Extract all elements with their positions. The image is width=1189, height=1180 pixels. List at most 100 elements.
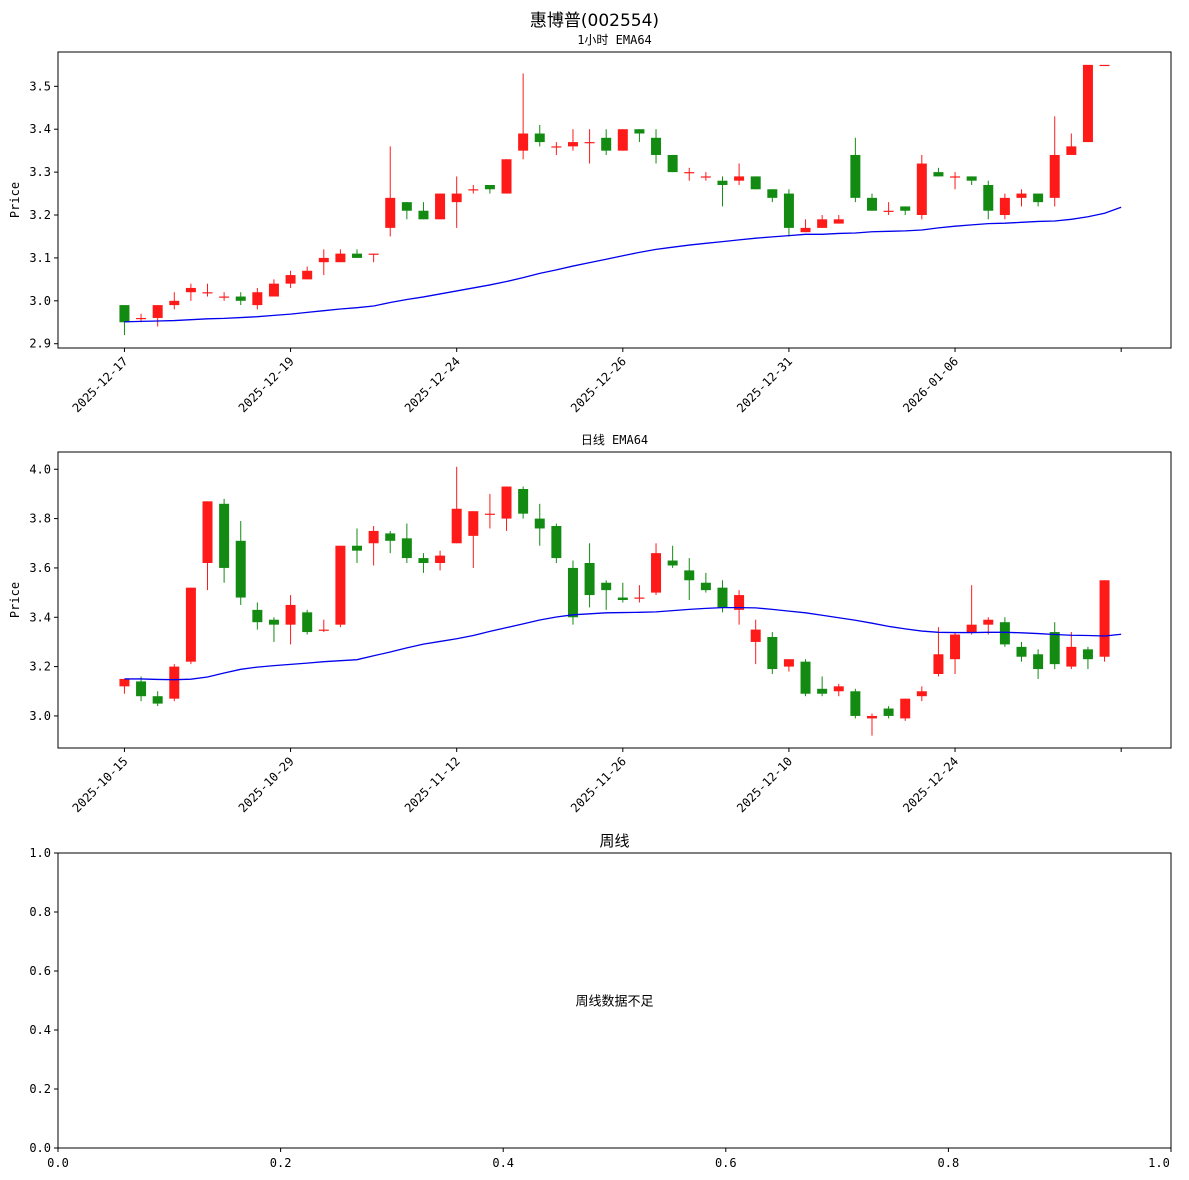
y-axis-label: Price <box>8 582 22 618</box>
y-tick-label: 3.1 <box>29 251 51 265</box>
candle-body <box>185 587 196 662</box>
candle-body <box>484 184 495 190</box>
candle-body <box>734 595 745 610</box>
candle-body <box>617 129 628 151</box>
candle-body <box>783 659 794 667</box>
candle-body <box>401 538 412 559</box>
candle-body <box>966 176 977 181</box>
candle-body <box>734 176 745 181</box>
candle-body <box>451 508 462 544</box>
candle-body <box>152 696 163 704</box>
candle-body <box>551 146 562 148</box>
candle-body <box>933 172 944 177</box>
x-tick-label: 2025-12-10 <box>734 754 795 815</box>
y-tick-label: 3.5 <box>29 79 51 93</box>
candle-body <box>850 154 861 198</box>
candle-body <box>252 292 263 306</box>
y-tick-label: 3.0 <box>29 294 51 308</box>
candle-body <box>1099 580 1110 657</box>
chart-title: 日线 EMA64 <box>581 433 648 447</box>
candle-body <box>219 503 230 568</box>
y-tick-label: 3.3 <box>29 165 51 179</box>
candle-body <box>468 511 479 536</box>
candle-body <box>468 189 479 191</box>
candle-body <box>567 567 578 618</box>
candle-body <box>634 129 645 134</box>
candle-body <box>850 691 861 716</box>
candle-body <box>916 163 927 216</box>
candle-body <box>285 604 296 625</box>
candle-body <box>1049 632 1060 665</box>
no-data-message: 周线数据不足 <box>575 995 653 1010</box>
candle-body <box>252 609 263 623</box>
candle-body <box>401 202 412 211</box>
candle-body <box>518 133 529 151</box>
candle-body <box>368 530 379 544</box>
candle-body <box>983 184 994 211</box>
candle-body <box>501 486 512 519</box>
candle-body <box>169 300 180 306</box>
candle-body <box>783 193 794 228</box>
candle-body <box>202 501 213 563</box>
candle-body <box>368 253 379 255</box>
y-tick-label: 0.6 <box>29 964 51 978</box>
figure-title: 惠博普(002554) <box>529 11 660 31</box>
candle-body <box>900 698 911 719</box>
candle-body <box>1033 193 1044 203</box>
candle-body <box>1033 654 1044 670</box>
candle-body <box>601 582 612 591</box>
candle-body <box>767 189 778 198</box>
candle-body <box>717 180 728 185</box>
candle-body <box>700 176 711 178</box>
candle-body <box>800 227 811 233</box>
candle-body <box>318 257 329 263</box>
x-tick-label: 0.6 <box>715 1156 737 1170</box>
candle-body <box>235 540 246 598</box>
candle-body <box>435 555 446 563</box>
candle-body <box>1016 646 1027 657</box>
candle-body <box>900 206 911 211</box>
candle-body <box>584 563 595 596</box>
candle-body <box>1016 193 1027 198</box>
x-tick-label: 0.8 <box>938 1156 960 1170</box>
candle-body <box>750 629 761 642</box>
x-tick-label: 2025-11-26 <box>568 754 629 815</box>
x-tick-label: 2025-12-26 <box>568 354 629 415</box>
candle-body <box>866 197 877 211</box>
candle-body <box>717 587 728 608</box>
x-tick-label: 2025-12-17 <box>70 354 131 415</box>
y-tick-label: 3.4 <box>29 122 51 136</box>
candle-body <box>202 292 213 294</box>
y-tick-label: 2.9 <box>29 337 51 351</box>
candle-body <box>916 691 927 697</box>
x-tick-label: 2025-12-24 <box>402 354 463 415</box>
y-axis-label: Price <box>8 182 22 218</box>
candle-body <box>933 654 944 674</box>
candle-body <box>833 686 844 692</box>
candle-body <box>435 193 446 220</box>
candle-body <box>501 159 512 194</box>
y-tick-label: 0.4 <box>29 1023 51 1037</box>
candle-body <box>634 597 645 599</box>
candle-body <box>651 553 662 593</box>
candle-body <box>1099 64 1110 67</box>
y-tick-label: 3.2 <box>29 208 51 222</box>
candle-body <box>999 197 1010 216</box>
y-tick-label: 3.8 <box>29 512 51 526</box>
x-tick-label: 2025-12-19 <box>236 354 297 415</box>
plot-frame <box>57 852 1172 1149</box>
y-tick-label: 1.0 <box>29 846 51 860</box>
candle-body <box>883 210 894 212</box>
y-tick-label: 0.2 <box>29 1082 51 1096</box>
candle-body <box>169 666 180 699</box>
candle-body <box>584 142 595 144</box>
hourly-chart: 1小时 EMA64 Price 2.9 3.0 3.1 3.2 3.3 3.4 3.5 2025-… <box>8 33 1172 415</box>
daily-chart: 日线 EMA64 Price 3.0 3.2 3.4 3.6 3.8 4.0 2025-10-1… <box>8 433 1172 815</box>
chart-title: 周线 <box>599 832 629 850</box>
candle-body <box>1049 154 1060 198</box>
candle-body <box>1066 646 1077 667</box>
y-tick-label: 3.2 <box>29 660 51 674</box>
x-tick-label: 2025-10-15 <box>70 754 131 815</box>
plot-frame <box>57 51 1172 349</box>
candle-body <box>385 197 396 228</box>
